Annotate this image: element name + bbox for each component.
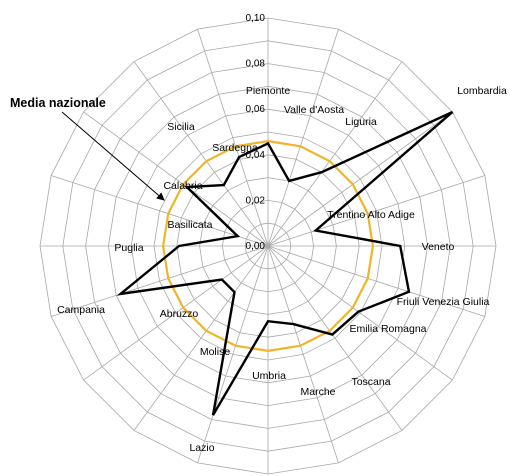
r-tick-label: 0,10 [246,13,266,24]
category-label: Trentino Alto Adige [327,209,415,221]
category-label: Emilia Romagna [349,323,426,335]
category-label: Umbria [252,370,286,382]
category-label: Marche [300,386,335,398]
category-label: Friuli Venezia Giulia [397,296,490,308]
r-tick-label: 0,02 [246,195,266,206]
category-label: Piemonte [246,85,291,97]
category-label: Campania [57,304,105,316]
tick-layer: 0,00 0,02 0,04 0,06 0,08 0,10 [246,13,266,252]
grid-spoke [267,245,485,317]
category-label: Veneto [422,241,455,253]
r-tick-label: 0,00 [246,241,266,252]
grid-spoke [197,29,269,247]
grid-spoke [267,29,339,247]
grid-spoke [51,175,269,247]
grid-spoke [133,61,269,247]
r-tick-label: 0,06 [246,104,266,115]
grid-spoke [133,245,269,431]
grid-spoke [197,245,269,463]
grid-spoke [83,111,269,247]
r-tick-label: 0,08 [246,59,266,70]
grid-spoke [51,245,269,317]
category-label: Calabria [163,180,202,192]
r-tick-label: 0,04 [246,150,266,161]
series-regions-line [116,110,454,416]
grid-spoke [267,245,339,463]
category-label: Puglia [114,242,143,254]
annotation-arrow [61,111,165,201]
category-label: Molise [200,346,231,358]
category-label: Valle d'Aosta [284,104,344,116]
category-label: Basilicata [168,219,213,231]
annotation-layer: Media nazionale [10,96,165,201]
grid-spoke [267,61,403,247]
category-label: Lombardia [457,85,507,97]
grid-layer [39,17,497,475]
grid-spoke [267,245,403,431]
category-label: Sicilia [167,121,195,133]
grid-spoke [267,111,453,247]
category-label: Liguria [345,116,377,128]
grid-spoke [267,245,453,381]
category-label: Toscana [351,376,390,388]
category-label: Lazio [189,442,214,454]
annotation-label: Media nazionale [10,96,106,110]
grid-spoke [267,175,485,247]
grid-spoke [83,245,269,381]
series-layer [116,110,454,416]
category-label: Sardegna [212,142,258,154]
category-label: Abruzzo [160,308,199,320]
